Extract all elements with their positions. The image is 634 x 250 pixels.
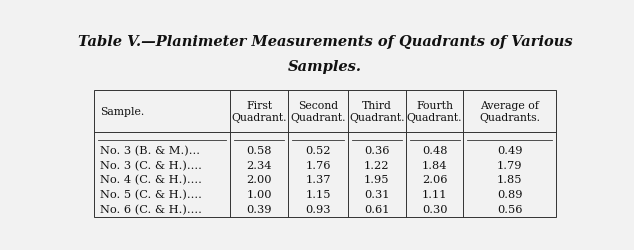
Text: 0.89: 0.89: [497, 190, 522, 200]
Text: Second
Quadrant.: Second Quadrant.: [290, 101, 346, 122]
Text: Third
Quadrant.: Third Quadrant.: [349, 101, 404, 122]
Text: 1.00: 1.00: [247, 190, 272, 200]
Text: First
Quadrant.: First Quadrant.: [231, 101, 287, 122]
Text: Fourth
Quadrant.: Fourth Quadrant.: [407, 101, 462, 122]
Text: No. 3 (C. & H.)....: No. 3 (C. & H.)....: [100, 160, 202, 170]
Text: No. 3 (B. & M.)...: No. 3 (B. & M.)...: [100, 145, 200, 155]
Text: 0.48: 0.48: [422, 145, 448, 155]
Text: 1.22: 1.22: [364, 160, 390, 170]
Text: 2.34: 2.34: [247, 160, 272, 170]
Text: 1.95: 1.95: [364, 175, 390, 185]
Text: No. 6 (C. & H.)....: No. 6 (C. & H.)....: [100, 204, 202, 214]
Text: Average of
Quadrants.: Average of Quadrants.: [479, 101, 540, 122]
Text: 1.11: 1.11: [422, 190, 448, 200]
Text: 0.52: 0.52: [305, 145, 331, 155]
Text: 1.76: 1.76: [305, 160, 331, 170]
Text: Sample.: Sample.: [100, 106, 144, 117]
Text: 0.39: 0.39: [247, 204, 272, 214]
Text: 1.79: 1.79: [497, 160, 522, 170]
Text: 2.00: 2.00: [247, 175, 272, 185]
Text: 1.85: 1.85: [497, 175, 522, 185]
Text: 0.58: 0.58: [247, 145, 272, 155]
Text: 1.37: 1.37: [305, 175, 331, 185]
Text: 1.84: 1.84: [422, 160, 448, 170]
Text: 0.56: 0.56: [497, 204, 522, 214]
Text: Table V.—Planimeter Measurements of Quadrants of Various: Table V.—Planimeter Measurements of Quad…: [77, 35, 573, 49]
Text: No. 4 (C. & H.)....: No. 4 (C. & H.)....: [100, 175, 202, 185]
Text: 0.30: 0.30: [422, 204, 448, 214]
Bar: [94, 91, 556, 217]
Text: 0.61: 0.61: [364, 204, 390, 214]
Text: 2.06: 2.06: [422, 175, 448, 185]
Text: Samples.: Samples.: [288, 60, 362, 74]
Text: 0.93: 0.93: [305, 204, 331, 214]
Text: 0.36: 0.36: [364, 145, 390, 155]
Text: 1.15: 1.15: [305, 190, 331, 200]
Text: 0.49: 0.49: [497, 145, 522, 155]
Text: 0.31: 0.31: [364, 190, 390, 200]
Text: No. 5 (C. & H.)....: No. 5 (C. & H.)....: [100, 190, 202, 200]
